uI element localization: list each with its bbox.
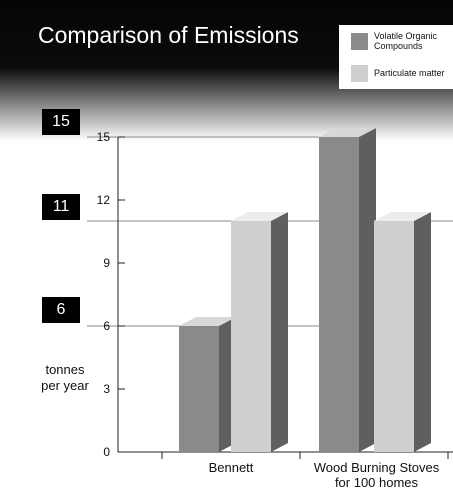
y-tick-label: 9 — [103, 256, 110, 270]
legend-label-particulate: Particulate matter — [374, 68, 445, 78]
y-tick-label: 12 — [97, 193, 111, 207]
bar-front — [179, 326, 219, 452]
legend: Volatile Organic Compounds Particulate m… — [339, 25, 453, 89]
bar-side — [359, 128, 376, 452]
category-label-wood-stoves: Wood Burning Stoves for 100 homes — [300, 460, 453, 490]
bar-side — [414, 212, 431, 452]
y-tick-label: 15 — [97, 130, 111, 144]
bar-side — [271, 212, 288, 452]
y-tick-label: 6 — [103, 319, 110, 333]
bar-top — [374, 212, 431, 221]
bar-top — [231, 212, 288, 221]
legend-swatch-voc — [351, 33, 368, 50]
legend-swatch-particulate — [351, 65, 368, 82]
chart-title: Comparison of Emissions — [38, 22, 299, 48]
bar-front — [374, 221, 414, 452]
legend-label-voc: Volatile Organic Compounds — [374, 31, 438, 51]
category-label-bennett-line-1: Bennett — [208, 460, 254, 475]
value-badge-11: 11 — [42, 194, 80, 220]
bar-top — [179, 317, 236, 326]
y-axis-label-line-1: tonnes — [45, 362, 85, 377]
y-tick-label: 0 — [103, 445, 110, 459]
bar-front — [319, 137, 359, 452]
y-tick-label: 3 — [103, 382, 110, 396]
value-badge-6: 6 — [42, 297, 80, 323]
category-label-wood-stoves-line-2: for 100 homes — [334, 475, 419, 490]
value-badge-15: 15 — [42, 109, 80, 135]
category-label-wood-stoves-line-1: Wood Burning Stoves — [313, 460, 440, 475]
y-axis-label-line-2: per year — [41, 378, 89, 393]
bar-top — [319, 128, 376, 137]
bar-front — [231, 221, 271, 452]
y-axis-label: tonnes per year — [30, 362, 100, 394]
category-label-bennett: Bennett — [186, 460, 276, 475]
